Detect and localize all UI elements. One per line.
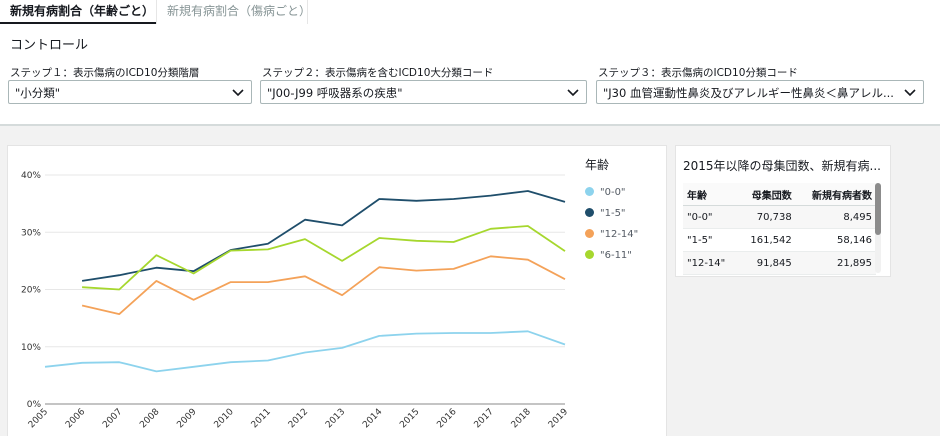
x-tick-label: 2014 [361, 407, 384, 430]
controls-panel: コントロール ステップ１：表示傷病のICD10分類階層 "小分類" ステップ２：… [0, 24, 940, 124]
legend-dot-icon [585, 229, 594, 238]
table-cell: "1-5" [683, 228, 738, 252]
table-header-population[interactable]: 母集団数 [737, 183, 796, 206]
x-tick-label: 2008 [138, 407, 161, 430]
tab-bar: 新規有病割合（年齢ごと） 新規有病割合（傷病ごと） [0, 0, 940, 25]
x-tick-label: 2019 [547, 407, 570, 430]
table-scrollbar[interactable] [875, 183, 881, 273]
x-tick-label: 2016 [435, 407, 458, 430]
table-row: "12-14" 91,845 21,895 [683, 251, 876, 275]
chevron-down-icon [232, 89, 244, 97]
x-tick-label: 2005 [27, 407, 50, 430]
x-tick-label: 2013 [324, 407, 347, 430]
legend-dot-icon [585, 187, 594, 196]
tab-by-age[interactable]: 新規有病割合（年齢ごと） [0, 0, 156, 24]
table-cell: 161,542 [737, 228, 796, 252]
table-cell: 58,146 [795, 228, 876, 252]
x-tick-label: 2011 [250, 407, 273, 430]
legend-item-1-5[interactable]: "1-5" [585, 207, 626, 221]
step2-select[interactable]: "J00-J99 呼吸器系の疾患" [260, 80, 587, 104]
table-cell: 70,738 [737, 205, 796, 229]
legend-label: "12-14" [600, 229, 639, 240]
legend-item-6-11[interactable]: "6-11" [585, 249, 632, 263]
y-tick-label: 30% [21, 228, 41, 238]
legend-label: "1-5" [600, 208, 626, 219]
step2-select-value: "J00-J99 呼吸器系の疾患" [267, 86, 403, 100]
x-tick-label: 2007 [101, 407, 124, 430]
line-chart-card: 0% 10% 20% 30% 40% 2005 2006 2007 2008 2009 2010 20… [8, 146, 666, 436]
step1-select-value: "小分類" [15, 86, 61, 100]
legend-item-12-14[interactable]: "12-14" [585, 228, 638, 242]
tab-by-disease[interactable]: 新規有病割合（傷病ごと） [156, 0, 311, 24]
step3-select-value: "J30 血管運動性鼻炎及びアレルギー性鼻炎＜鼻アレル... [603, 86, 894, 100]
x-tick-label: 2010 [213, 407, 236, 430]
table-row: "1-5" 161,542 58,146 [683, 228, 876, 252]
series-line [82, 225, 566, 291]
series-line [81, 255, 566, 316]
y-tick-label: 40% [21, 171, 41, 181]
legend-item-0-0[interactable]: "0-0" [585, 186, 626, 200]
y-tick-label: 10% [21, 343, 41, 353]
table-row: "0-0" 70,738 8,495 [683, 205, 876, 229]
legend-title: 年齢 [585, 158, 610, 172]
table-cell: "0-0" [683, 205, 738, 229]
table-cell: 8,495 [795, 205, 876, 229]
x-tick-label: 2006 [64, 407, 87, 430]
table-cell: "12-14" [683, 251, 738, 275]
line-chart: 0% 10% 20% 30% 40% 2005 2006 2007 2008 2009 2010 20… [21, 171, 570, 430]
series-line [44, 330, 566, 373]
table-title: 2015年以降の母集団数、新規有病... [683, 159, 881, 173]
step2-label: ステップ２：表示傷病を含むICD10大分類コード [262, 67, 494, 79]
step1-select[interactable]: "小分類" [8, 80, 252, 104]
table-header-age[interactable]: 年齢 [683, 183, 738, 206]
x-tick-label: 2012 [287, 407, 310, 430]
table-scrollbar-thumb[interactable] [875, 183, 881, 235]
y-tick-label: 20% [21, 286, 41, 296]
chevron-down-icon [567, 89, 579, 97]
legend-label: "6-11" [600, 250, 632, 261]
x-tick-label: 2015 [398, 407, 421, 430]
y-tick-label: 0% [27, 400, 42, 410]
step3-select[interactable]: "J30 血管運動性鼻炎及びアレルギー性鼻炎＜鼻アレル... [596, 80, 924, 104]
section-divider [0, 124, 940, 126]
step3-label: ステップ３：表示傷病のICD10分類コード [598, 67, 798, 79]
x-tick-label: 2009 [175, 407, 198, 430]
table-header-row: 年齢 母集団数 新規有病者数 [683, 183, 876, 206]
summary-table-card: 2015年以降の母集団数、新規有病... 年齢 母集団数 新規有病者数 "0-0… [676, 146, 890, 276]
controls-title: コントロール [10, 38, 89, 53]
series-line [81, 190, 566, 282]
x-tick-label: 2018 [510, 407, 533, 430]
summary-table: 年齢 母集団数 新規有病者数 "0-0" 70,738 8,495 "1-5" … [683, 183, 876, 275]
step1-label: ステップ１：表示傷病のICD10分類階層 [10, 67, 200, 79]
legend-label: "0-0" [600, 187, 626, 198]
legend-dot-icon [585, 250, 594, 259]
chevron-down-icon [904, 89, 916, 97]
table-cell: 21,895 [795, 251, 876, 275]
legend-dot-icon [585, 208, 594, 217]
x-tick-label: 2017 [473, 407, 496, 430]
table-cell: 91,845 [737, 251, 796, 275]
table-header-new-cases[interactable]: 新規有病者数 [795, 183, 876, 206]
